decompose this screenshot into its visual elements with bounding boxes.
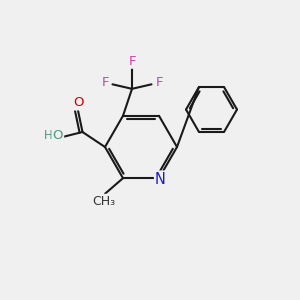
Text: H: H — [44, 129, 53, 142]
Text: F: F — [101, 76, 109, 89]
Text: N: N — [155, 172, 166, 187]
Text: F: F — [128, 55, 136, 68]
Text: F: F — [155, 76, 163, 89]
Text: O: O — [53, 129, 63, 142]
Text: CH₃: CH₃ — [92, 195, 115, 208]
Text: O: O — [73, 96, 83, 110]
